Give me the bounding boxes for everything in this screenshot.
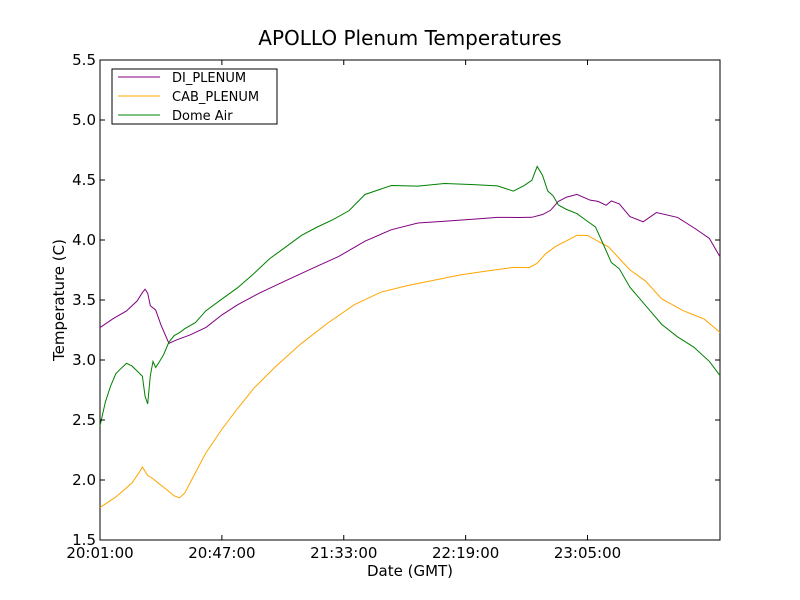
y-tick-label: 2.5 <box>72 411 96 429</box>
legend-label-dome-air: Dome Air <box>172 109 233 124</box>
x-tick-label: 20:47:00 <box>188 544 255 562</box>
series-layer <box>99 165 721 509</box>
y-tick-label: 3.0 <box>72 351 96 369</box>
series-line-dome-air <box>99 165 721 427</box>
x-axis-label: Date (GMT) <box>367 562 453 580</box>
y-tick-label: 1.5 <box>72 531 96 549</box>
y-tick-label: 2.0 <box>72 471 96 489</box>
y-tick-label: 4.5 <box>72 171 96 189</box>
y-tick-label: 4.0 <box>72 231 96 249</box>
y-axis-label: Temperature (C) <box>50 239 68 362</box>
series-line-di-plenum <box>99 193 721 344</box>
y-tick-label: 5.0 <box>72 111 96 129</box>
x-tick-label: 23:05:00 <box>554 544 621 562</box>
legend-label-cab-plenum: CAB_PLENUM <box>172 90 259 105</box>
legend: DI_PLENUM CAB_PLENUM Dome Air <box>111 68 278 125</box>
chart-title: APOLLO Plenum Temperatures <box>258 26 561 50</box>
x-tick-label: 22:19:00 <box>432 544 499 562</box>
x-tick-label: 21:33:00 <box>310 544 377 562</box>
plot-area <box>99 59 721 541</box>
series-line-cab-plenum <box>99 234 721 509</box>
legend-label-di-plenum: DI_PLENUM <box>172 71 246 86</box>
ticks-layer: 20:01:00 20:47:00 21:33:00 22:19:00 23:05:00… <box>66 51 720 562</box>
y-tick-label: 3.5 <box>72 291 96 309</box>
y-tick-label: 5.5 <box>72 51 96 69</box>
x-tick-label: 20:01:00 <box>66 544 133 562</box>
